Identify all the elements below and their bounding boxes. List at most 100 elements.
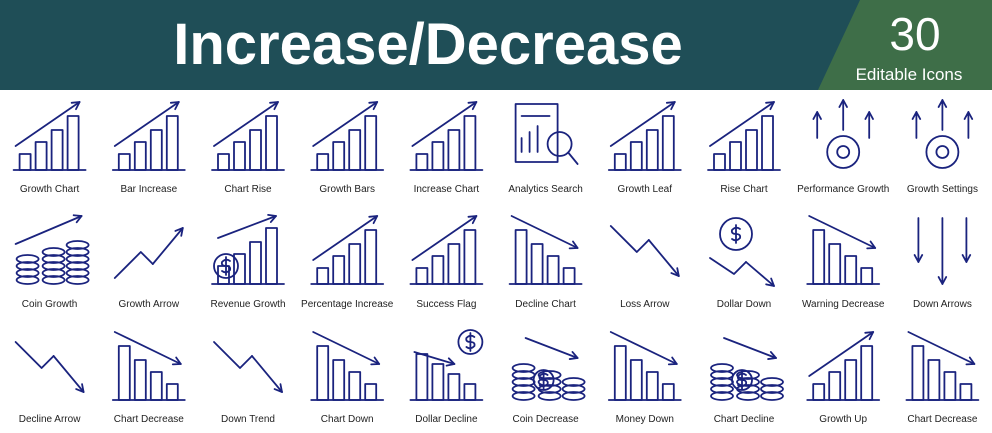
icon-stroke [72, 214, 83, 224]
icon-bar [713, 153, 726, 171]
icon [409, 101, 484, 171]
icon-stroke [171, 356, 182, 366]
icon-bar [348, 243, 362, 285]
icon-coin [15, 268, 40, 278]
icon-bar [828, 371, 842, 401]
icon-coin [65, 261, 90, 271]
icon [111, 331, 186, 401]
icon-bar [943, 371, 957, 401]
icon-bar [812, 383, 826, 401]
icon-label: Money Down [616, 414, 674, 425]
icon-bar [463, 383, 477, 401]
icon-stroke [467, 215, 478, 225]
icon-coin [457, 329, 484, 355]
icon-label: Decline Chart [515, 299, 576, 310]
icon-coin [41, 254, 66, 264]
icon-bar [133, 359, 147, 401]
icon-label: Loss Arrow [620, 299, 670, 310]
icon-stroke [445, 357, 456, 367]
icon-coin [15, 275, 40, 285]
icon-coin [710, 363, 734, 373]
icon-stroke [812, 111, 822, 120]
icon-label: Chart Down [321, 414, 374, 425]
icon-label: Warning Decrease [802, 299, 885, 310]
icon-coin [213, 253, 239, 279]
icon-stroke [963, 111, 974, 120]
icon-stroke [368, 215, 379, 225]
icon [310, 331, 385, 401]
icon-coin [41, 261, 66, 271]
icon-bar [117, 345, 131, 401]
icon-bar [844, 359, 858, 401]
icon-grid: Growth Chart Bar Increase Chart Rise Growth… [12, 99, 980, 425]
icon-bar [165, 115, 179, 171]
icon-stroke [113, 101, 180, 147]
icon-bar [217, 265, 230, 285]
icon-stroke [213, 101, 279, 147]
icon-coin [41, 247, 66, 257]
icon-coin [736, 391, 760, 401]
title: Increase/Decrease [173, 12, 683, 77]
icon-stroke [520, 115, 551, 153]
icon-bar [613, 153, 627, 171]
icon-bar [927, 359, 941, 401]
icon-stroke [467, 101, 478, 111]
icon-label: Chart Decline [714, 414, 775, 425]
icon-label: Increase Chart [414, 184, 480, 195]
icon-bar [645, 129, 659, 171]
icon-stroke [670, 267, 680, 277]
icon [905, 331, 980, 401]
icon-bar [959, 383, 973, 401]
icon-label: Down Trend [221, 414, 275, 425]
icon-bar [217, 153, 230, 171]
icon-stroke [213, 341, 253, 369]
icon-stroke [765, 101, 775, 111]
icon-stroke [864, 331, 875, 341]
icon-bar [463, 115, 477, 171]
icon-label: Growth Chart [20, 184, 80, 195]
icon-label: Chart Decrease [907, 414, 977, 425]
icon-stroke [75, 383, 85, 393]
icon [812, 99, 874, 169]
icon-stroke [567, 152, 579, 165]
icon-stroke [667, 356, 678, 366]
icon-coin [65, 268, 90, 278]
icon-coin [760, 391, 784, 401]
icon-stroke [510, 215, 579, 249]
icon-label: Dollar Down [717, 299, 771, 310]
icon-bar [828, 243, 842, 285]
icon-coin [511, 391, 536, 401]
icon-label: Revenue Growth [210, 299, 285, 310]
icon-coin [65, 247, 90, 257]
icon-bar [463, 229, 477, 285]
icon-bar [233, 253, 246, 285]
icon-stroke [14, 101, 81, 147]
icon-label: Percentage Increase [301, 299, 394, 310]
icon-bar [415, 353, 429, 401]
icon-label: Rise Chart [720, 184, 767, 195]
icon-bar [844, 255, 858, 285]
icon-stroke [251, 355, 283, 393]
icon-bar [316, 345, 330, 401]
icon-stroke [709, 101, 775, 147]
icon-coin [561, 391, 586, 401]
icon-stroke [312, 331, 381, 365]
icon-stroke [169, 101, 180, 111]
icon-stroke [524, 337, 579, 359]
icon-label: Growth Up [819, 414, 867, 425]
icon-label: Analytics Search [508, 184, 582, 195]
icon-coin [537, 377, 562, 387]
icon-coin [41, 268, 66, 278]
icon [14, 214, 90, 285]
icon-bar [629, 141, 643, 171]
icon-stroke [745, 261, 775, 287]
icon [409, 215, 484, 285]
icon-bar [431, 363, 445, 401]
icon [710, 337, 784, 401]
icon-bar [745, 129, 758, 171]
icon-bar [316, 267, 330, 285]
icon [508, 215, 583, 285]
icon [911, 99, 974, 169]
icon-bar [249, 129, 262, 171]
